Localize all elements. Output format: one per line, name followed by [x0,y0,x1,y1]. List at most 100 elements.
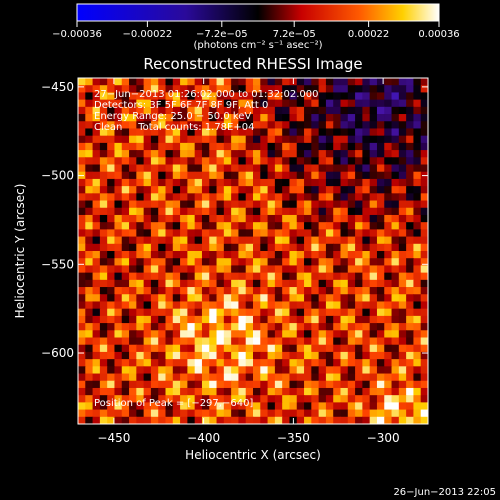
heatmap-cell [231,207,240,216]
heatmap-cell [158,279,167,288]
heatmap-cell [194,323,203,331]
heatmap-cell [333,150,342,158]
heatmap-cell [245,178,254,187]
heatmap-cell [238,409,247,418]
heatmap-cell [209,402,218,411]
heatmap-cell [85,395,94,403]
heatmap-cell [245,387,254,396]
heatmap-cell [231,150,240,158]
heatmap-cell [304,351,312,360]
heatmap-cell [289,222,298,230]
heatmap-cell [398,301,407,310]
heatmap-cell [129,265,137,274]
heatmap-cell [311,323,320,331]
heatmap-cell [318,150,327,158]
heatmap-cell [282,92,291,101]
heatmap-cell [355,214,363,223]
heatmap-cell [406,380,415,389]
heatmap-cell [78,106,86,115]
heatmap-cell [304,315,312,324]
heatmap-cell [406,294,415,303]
heatmap-cell [209,373,218,382]
heatmap-cell [311,142,320,151]
heatmap-cell [114,251,123,259]
heatmap-cell [333,193,342,202]
heatmap-cell [340,301,349,310]
heatmap-cell [150,251,159,259]
heatmap-cell [260,387,269,396]
heatmap-cell [333,366,342,375]
heatmap-cell [333,135,342,144]
heatmap-cell [209,128,218,137]
heatmap-cell [369,308,378,317]
colorbar-ticks: −0.00036 −0.00022 −7.2e−05 7.2e−05 0.00022 0.… [52,21,460,40]
heatmap-cell [406,236,415,245]
heatmap-cell [289,402,298,411]
heatmap-cell [384,142,393,151]
heatmap-cell [201,279,210,288]
heatmap-cell [245,380,254,389]
heatmap-cell [413,380,422,389]
heatmap-cell [362,380,371,389]
heatmap-cell [289,373,298,382]
heatmap-cell [325,236,334,245]
heatmap-cell [333,222,342,230]
heatmap-cell [384,258,393,267]
heatmap-cell [398,135,407,144]
heatmap-cell [107,287,116,295]
heatmap-cell [194,92,203,101]
heatmap-cell [318,222,327,230]
heatmap-cell [318,236,327,245]
heatmap-cell [216,366,225,375]
heatmap-cell [201,395,210,403]
heatmap-cell [85,315,94,324]
heatmap-cell [92,330,101,339]
heatmap-cell [406,416,415,424]
heatmap-cell [114,106,123,115]
heatmap-cell [376,272,385,281]
heatmap-cell [304,402,312,411]
heatmap-cell [398,251,407,259]
heatmap-cell [253,214,261,223]
heatmap-cell [376,279,385,288]
heatmap-cell [289,279,298,288]
heatmap-cell [384,92,393,101]
heatmap-cell [172,251,181,259]
heatmap-cell [143,409,152,418]
heatmap-cell [267,85,276,94]
heatmap-cell [274,272,283,281]
heatmap-cell [267,236,276,245]
heatmap-cell [376,409,385,418]
heatmap-cell [296,193,305,202]
heatmap-cell [209,416,218,424]
heatmap-cell [289,164,298,173]
heatmap-cell [289,294,298,303]
heatmap-cell [340,251,349,259]
heatmap-cell [311,373,320,382]
heatmap-cell [274,214,283,223]
heatmap-cell [355,207,363,216]
heatmap-cell [304,373,312,382]
heatmap-cell [150,150,159,158]
heatmap-cell [99,251,108,259]
heatmap-cell [172,323,181,331]
heatmap-cell [194,351,203,360]
heatmap-cell [223,222,232,230]
heatmap-cell [340,416,349,424]
heatmap-cell [201,222,210,230]
heatmap-cell [355,294,363,303]
heatmap-cell [245,272,254,281]
heatmap-cell [274,106,283,115]
heatmap-cell [194,301,203,310]
heatmap-cell [362,359,371,367]
heatmap-cell [78,85,86,94]
heatmap-cell [318,265,327,274]
heatmap-cell [194,366,203,375]
colorbar-tick-label: −7.2e−05 [196,29,248,40]
heatmap-cell [209,315,218,324]
heatmap-cell [172,193,181,202]
heatmap-cell [333,214,342,223]
heatmap-cell [369,99,378,108]
heatmap-cell [413,258,422,267]
heatmap-cell [223,236,232,245]
